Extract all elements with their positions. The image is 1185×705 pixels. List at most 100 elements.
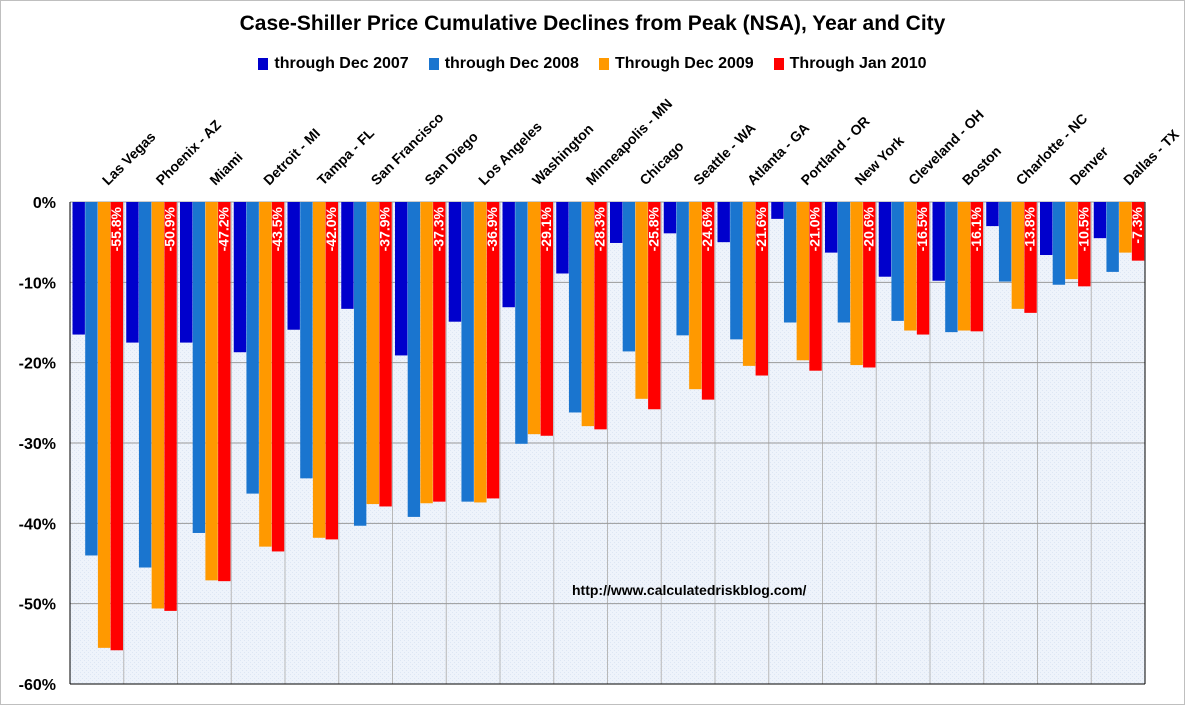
data-label: -37.3% <box>430 206 446 251</box>
y-tick-label: -60% <box>19 677 56 694</box>
legend-item: through Dec 2007 <box>258 55 409 73</box>
data-label: -25.8% <box>645 206 661 251</box>
bar <box>259 202 272 547</box>
bar <box>515 202 528 444</box>
bar <box>663 202 677 234</box>
bar <box>180 202 193 343</box>
bar <box>863 202 876 368</box>
data-label: -55.8% <box>108 206 124 251</box>
bar <box>420 202 433 504</box>
bar <box>1011 202 1025 309</box>
bar <box>1131 202 1145 261</box>
bar <box>932 202 945 281</box>
bar <box>904 202 917 331</box>
bar <box>461 202 474 502</box>
bar <box>312 202 326 538</box>
data-label: -21.6% <box>753 206 769 251</box>
bar <box>945 202 958 333</box>
bar <box>594 202 607 430</box>
bar <box>1040 202 1053 256</box>
bar <box>164 202 177 611</box>
source-url: http://www.calculatedriskblog.com/ <box>572 582 807 598</box>
x-tick-label: Las Vegas <box>99 128 159 188</box>
bar <box>850 202 863 366</box>
x-tick-label: Denver <box>1066 143 1111 188</box>
bar <box>796 202 810 361</box>
legend-swatch <box>773 58 784 70</box>
x-tick-label: Miami <box>206 149 245 188</box>
bar <box>771 202 784 219</box>
bar <box>648 202 661 410</box>
legend-item: Through Dec 2009 <box>598 55 754 73</box>
bar <box>527 202 541 435</box>
bar <box>246 202 259 494</box>
legend-swatch <box>428 58 439 70</box>
bar <box>891 202 904 321</box>
bar <box>1119 202 1132 253</box>
chart-legend: through Dec 2007 through Dec 2008 Through … <box>0 55 1185 73</box>
bar <box>742 202 756 366</box>
data-label: -13.8% <box>1022 206 1038 251</box>
bar <box>622 202 636 352</box>
bar <box>287 202 300 330</box>
legend-label: through Dec 2008 <box>444 55 579 72</box>
y-tick-label: -20% <box>19 356 56 373</box>
bar <box>970 202 983 332</box>
bar <box>1093 202 1107 239</box>
bar <box>986 202 999 227</box>
bar <box>568 202 582 413</box>
bar <box>635 202 648 399</box>
bar <box>486 202 500 499</box>
bar <box>809 202 822 371</box>
y-tick-label: -50% <box>19 597 56 614</box>
bar <box>610 202 623 243</box>
bar <box>957 202 971 331</box>
data-label: -16.5% <box>914 206 930 251</box>
bar <box>192 202 206 533</box>
data-label: -37.9% <box>377 206 393 251</box>
bar <box>353 202 367 526</box>
data-label: -7.3% <box>1129 206 1145 243</box>
bar <box>540 202 553 436</box>
bar <box>72 202 85 335</box>
bar <box>97 202 111 648</box>
bar <box>233 202 247 353</box>
chart-title: Case-Shiller Price Cumulative Declines f… <box>239 12 946 35</box>
legend-item: through Dec 2008 <box>428 55 579 73</box>
bar <box>730 202 743 340</box>
bar <box>366 202 380 505</box>
bar <box>1078 202 1091 287</box>
data-label: -42.0% <box>323 206 339 251</box>
bar <box>300 202 313 479</box>
legend-label: through Dec 2007 <box>274 55 409 72</box>
bar <box>783 202 797 323</box>
data-label: -21.0% <box>807 206 823 251</box>
bar <box>1106 202 1119 272</box>
bar <box>502 202 515 308</box>
x-tick-label: Boston <box>959 143 1004 188</box>
bar <box>878 202 892 277</box>
legend-label: Through Jan 2010 <box>789 55 927 72</box>
bar <box>395 202 408 356</box>
data-label: -47.2% <box>215 206 231 251</box>
bar <box>755 202 768 376</box>
data-label: -43.5% <box>269 206 285 251</box>
bar <box>138 202 152 568</box>
bar <box>998 202 1012 282</box>
bar <box>689 202 702 390</box>
x-tick-label: San Diego <box>421 128 481 188</box>
bar <box>717 202 730 243</box>
x-tick-label: Chicago <box>636 138 686 188</box>
bar <box>1052 202 1066 285</box>
bar <box>837 202 851 323</box>
bar <box>271 202 285 552</box>
bar <box>556 202 569 274</box>
bar <box>379 202 392 507</box>
bar <box>325 202 338 540</box>
y-tick-label: -30% <box>19 436 56 453</box>
bar <box>126 202 139 343</box>
legend-label: Through Dec 2009 <box>614 55 754 72</box>
bar <box>151 202 165 609</box>
x-tick-label: Detroit - MI <box>260 125 323 188</box>
